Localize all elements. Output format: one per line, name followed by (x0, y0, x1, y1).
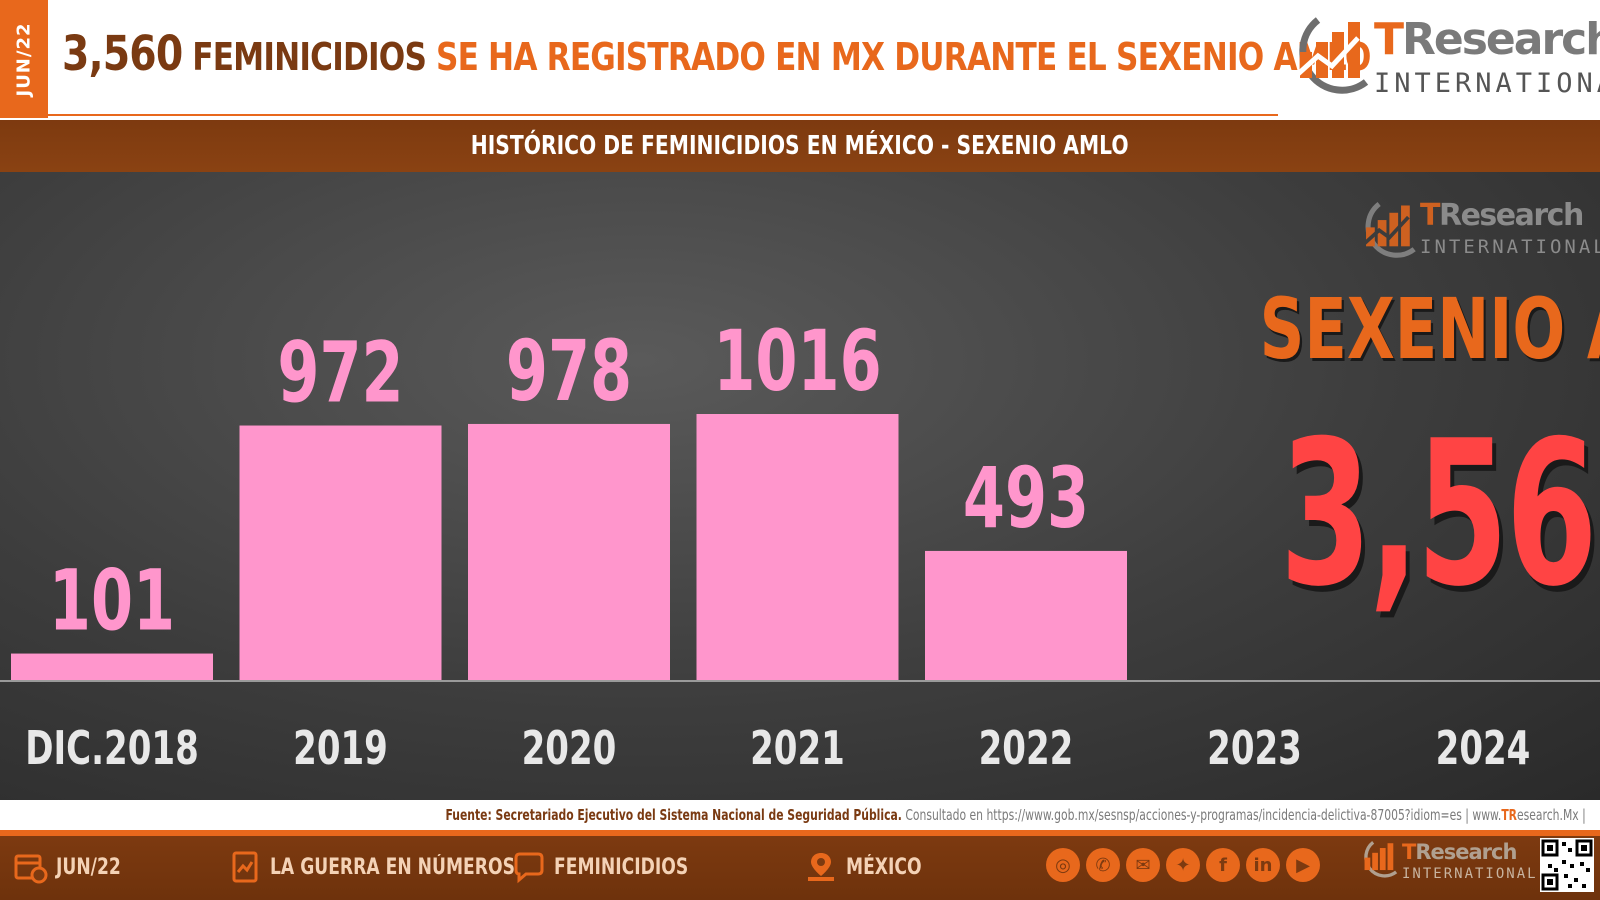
phone-icon[interactable]: ✆ (1086, 848, 1120, 882)
footer-item-section: LA GUERRA EN NÚMEROS (228, 850, 584, 884)
bar-chart: 101 DIC.2018 972 2019 978 2020 1016 2021 493 2022… (0, 313, 1600, 776)
footer-item-label: LA GUERRA EN NÚMEROS (270, 854, 515, 880)
qr-code-icon[interactable] (1540, 838, 1594, 892)
bar-2021 (696, 414, 899, 680)
logo-chart-icon (1296, 17, 1369, 94)
source-note: Fuente: Secretariado Ejecutivo del Siste… (0, 800, 1600, 830)
report-icon (232, 851, 258, 883)
footer-item-location: MÉXICO (804, 850, 943, 884)
footer: JUN/22 LA GUERRA EN NÚMEROS FEMINICIDIOS… (0, 830, 1600, 900)
page-title: 3,560 FEMINICIDIOS SE HA REGISTRADO EN M… (62, 26, 1371, 96)
calendar-icon (14, 854, 48, 884)
summary-label: SEXENIO AMLO (1259, 280, 1600, 378)
mail-icon[interactable]: ✉ (1126, 848, 1160, 882)
data-label: 978 (506, 323, 632, 421)
speech-bubble-icon (514, 852, 544, 884)
footer-logo: TResearch INTERNATIONAL (1354, 838, 1536, 894)
chart-title: HISTÓRICO DE FEMINICIDIOS EN MÉXICO - SE… (471, 131, 1129, 161)
footer-logo-chart-icon (1364, 840, 1398, 878)
headline-number: 3,560 (62, 26, 183, 82)
footer-logo-wordmark: TResearch (1402, 840, 1517, 864)
bar-2020 (468, 423, 670, 680)
x-tick-label: DIC.2018 (25, 721, 199, 776)
watermark-logo: TResearch INTERNATIONAL (1350, 198, 1600, 268)
twitter-icon[interactable]: ✦ (1166, 848, 1200, 882)
data-label: 101 (49, 553, 175, 651)
footer-logo-subtitle: INTERNATIONAL (1402, 866, 1538, 882)
bar-2019 (239, 425, 442, 680)
watermark-wordmark: TResearch (1420, 198, 1584, 233)
footer-item-topic: FEMINICIDIOS (512, 850, 726, 884)
watermark-subtitle: INTERNATIONAL (1420, 236, 1600, 258)
date-tab: JUN/22 (0, 0, 48, 118)
summary-total: 3,560 (1279, 398, 1600, 631)
header: JUN/22 3,560 FEMINICIDIOS SE HA REGISTRA… (0, 0, 1600, 118)
linkedin-icon[interactable]: in (1246, 848, 1280, 882)
logo-subtitle: INTERNATIONAL (1374, 68, 1600, 99)
data-label: 972 (277, 325, 403, 423)
source-text: Fuente: Secretariado Ejecutivo del Siste… (446, 806, 1586, 824)
x-tick-label: 2020 (522, 721, 617, 776)
globe-icon[interactable]: ◎ (1046, 848, 1080, 882)
chart-title-band: HISTÓRICO DE FEMINICIDIOS EN MÉXICO - SE… (0, 120, 1600, 172)
source-url[interactable]: Consultado en https://www.gob.mx/sesnsp/… (905, 806, 1470, 824)
bar-dic-2018 (11, 653, 213, 680)
chart-panel: 101 DIC.2018 972 2019 978 2020 1016 2021 493 2022… (0, 172, 1600, 800)
bar-2022 (925, 550, 1127, 680)
footer-item-label: JUN/22 (56, 854, 121, 880)
source-label: Fuente: Secretariado Ejecutivo del Siste… (445, 806, 903, 824)
x-tick-label: 2019 (293, 721, 388, 776)
x-tick-label: 2021 (750, 721, 845, 776)
x-tick-label: 2022 (979, 721, 1074, 776)
facebook-icon[interactable]: f (1206, 848, 1240, 882)
footer-item-date: JUN/22 (14, 850, 139, 884)
data-label: 493 (963, 450, 1089, 548)
logo-wordmark: TResearch (1374, 14, 1600, 65)
x-tick-label: 2024 (1436, 721, 1531, 776)
footer-item-label: MÉXICO (846, 854, 922, 880)
social-links: ◎ ✆ ✉ ✦ f in ▶ (1046, 848, 1320, 882)
x-tick-label: 2023 (1207, 721, 1302, 776)
data-label: 1016 (713, 313, 881, 411)
watermark-chart-icon (1363, 202, 1416, 258)
map-pin-icon (808, 853, 834, 881)
footer-item-label: FEMINICIDIOS (554, 854, 689, 880)
date-tab-label: JUN/22 (13, 21, 35, 97)
headline-keyword: FEMINICIDIOS (192, 35, 427, 79)
website-link[interactable]: www.TResearch.Mx | (1472, 806, 1586, 824)
headline-rest: SE HA REGISTRADO EN MX DURANTE EL SEXENI… (435, 35, 1371, 79)
youtube-icon[interactable]: ▶ (1286, 848, 1320, 882)
brand-logo: TResearch INTERNATIONAL (1278, 12, 1600, 108)
header-divider (48, 114, 1278, 116)
